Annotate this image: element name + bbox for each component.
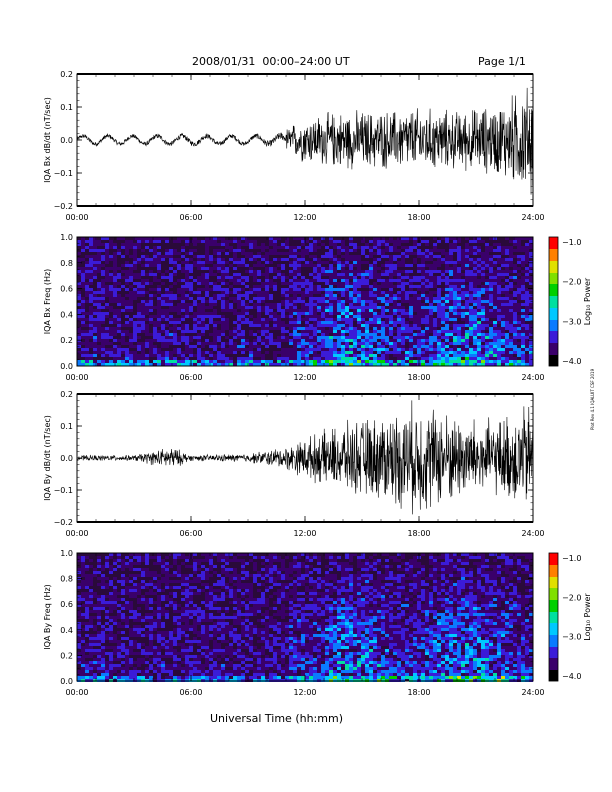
x-tick-label: 24:00 [521, 373, 544, 382]
y-tick-label: 0.1 [60, 422, 73, 431]
panel-4: −1.0 −2.0 −3.0 −4.0 Log₁₀ Power 00:00 06:00 12:… [43, 549, 592, 697]
y-tick-label: 0.4 [60, 310, 73, 319]
x-tick-label: 24:00 [521, 213, 544, 222]
y-tick-label: 0.2 [60, 336, 73, 345]
x-tick-label: 00:00 [65, 213, 88, 222]
x-tick-label: 06:00 [179, 213, 202, 222]
y-tick-label: −0.2 [54, 202, 73, 211]
y-axis-title: IQA By dB/dt (nT/sec) [43, 415, 52, 501]
x-tick-label: 06:00 [179, 529, 202, 538]
dbdt-trace [76, 400, 534, 515]
x-tick-label: 12:00 [293, 213, 316, 222]
x-tick-label: 24:00 [521, 688, 544, 697]
colorbar-tick-label: −1.0 [562, 554, 581, 563]
y-tick-label: 0.2 [60, 70, 73, 79]
panel-1: 00:00 06:00 12:00 18:00 24:00 0.2 0.1 0.0 −0.1 −0… [43, 70, 545, 222]
x-tick-label: 06:00 [179, 688, 202, 697]
y-tick-label: −0.1 [54, 486, 73, 495]
y-tick-label: 0.0 [60, 362, 73, 371]
x-tick-label: 24:00 [521, 529, 544, 538]
colorbar-label: Log₁₀ Power [583, 593, 592, 641]
y-tick-label: 0.0 [60, 677, 73, 686]
y-tick-label: 0.8 [60, 575, 73, 584]
colorbar: −1.0 −2.0 −3.0 −4.0 Log₁₀ Power [548, 236, 592, 367]
x-tick-label: 00:00 [65, 688, 88, 697]
dbdt-trace [76, 87, 534, 195]
y-tick-label: 0.1 [60, 103, 73, 112]
spectrogram-cells [77, 553, 533, 682]
x-axis-title: Universal Time (hh:mm) [210, 712, 343, 725]
colorbar: −1.0 −2.0 −3.0 −4.0 Log₁₀ Power [548, 552, 592, 682]
colorbar-tick-label: −3.0 [562, 633, 581, 642]
y-tick-label: 0.0 [60, 136, 73, 145]
y-tick-label: 0.8 [60, 259, 73, 268]
y-axis-title: IQA By Freq (Hz) [43, 584, 52, 650]
y-tick-label: −0.2 [54, 518, 73, 527]
y-tick-label: 1.0 [60, 233, 73, 242]
x-tick-label: 12:00 [293, 373, 316, 382]
y-tick-label: 0.2 [60, 651, 73, 660]
y-tick-label: 0.4 [60, 626, 73, 635]
y-tick-label: 1.0 [60, 549, 73, 558]
spectrogram-cells [77, 237, 533, 366]
y-tick-label: 0.6 [60, 600, 73, 609]
y-tick-label: 0.2 [60, 390, 73, 399]
panel-3: 00:00 06:00 12:00 18:00 24:00 0.2 0.1 0.0 −0.1 −0… [43, 390, 545, 538]
x-tick-label: 00:00 [65, 529, 88, 538]
panel-2: −1.0 −2.0 −3.0 −4.0 Log₁₀ Power 00:00 06:00 12:… [43, 233, 592, 382]
page-title: 2008/01/31 00:00–24:00 UT [192, 55, 350, 68]
plot-credit: Plot Rev 4.1 IQALUIT CSF 2019 [590, 368, 595, 430]
x-tick-label: 18:00 [407, 373, 430, 382]
x-tick-label: 12:00 [293, 688, 316, 697]
colorbar-tick-label: −4.0 [562, 357, 581, 366]
colorbar-tick-label: −2.0 [562, 278, 581, 287]
x-tick-label: 18:00 [407, 213, 430, 222]
y-tick-label: 0.0 [60, 454, 73, 463]
x-tick-label: 18:00 [407, 688, 430, 697]
x-tick-label: 18:00 [407, 529, 430, 538]
page-number: Page 1/1 [478, 55, 526, 68]
x-tick-label: 06:00 [179, 373, 202, 382]
y-axis-title: IQA Bx Freq (Hz) [43, 269, 52, 335]
colorbar-tick-label: −4.0 [562, 672, 581, 681]
colorbar-tick-label: −2.0 [562, 593, 581, 602]
y-axis-title: IQA Bx dB/dt (nT/sec) [43, 97, 52, 183]
colorbar-label: Log₁₀ Power [583, 277, 592, 325]
y-tick-label: −0.1 [54, 169, 73, 178]
colorbar-tick-label: −3.0 [562, 317, 581, 326]
y-tick-label: 0.6 [60, 285, 73, 294]
x-tick-label: 00:00 [65, 373, 88, 382]
x-tick-label: 12:00 [293, 529, 316, 538]
colorbar-tick-label: −1.0 [562, 238, 581, 247]
